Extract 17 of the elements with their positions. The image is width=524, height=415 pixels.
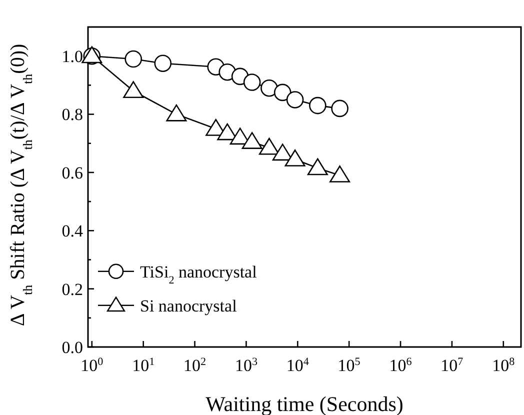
legend-label: TiSi$_{2}$ nanocrystal: [140, 262, 258, 286]
x-tick-label: 10$^{4}$: [286, 356, 310, 375]
x-tick-label: 10$^{3}$: [234, 356, 258, 375]
y-tick-label: 0.0: [62, 338, 83, 357]
x-tick-label: 10$^{5}$: [338, 356, 361, 375]
x-tick-label: 10$^{0}$: [80, 356, 104, 375]
x-tick-label: 10$^{7}$: [440, 356, 464, 375]
legend-label: Si nanocrystal: [140, 296, 238, 316]
x-tick-label: 10$^{8}$: [492, 356, 516, 375]
x-tick-label: 10$^{1}$: [132, 356, 155, 375]
x-tick-label: 10$^{2}$: [184, 356, 206, 375]
y-tick-label: 0.4: [62, 222, 84, 241]
y-tick-label: 0.2: [62, 280, 83, 299]
x-tick-label: 10$^{6}$: [389, 356, 412, 375]
y-tick-label: 1.0: [62, 47, 83, 66]
y-tick-label: 0.8: [62, 105, 83, 124]
y-tick-label: 0.6: [62, 163, 83, 182]
